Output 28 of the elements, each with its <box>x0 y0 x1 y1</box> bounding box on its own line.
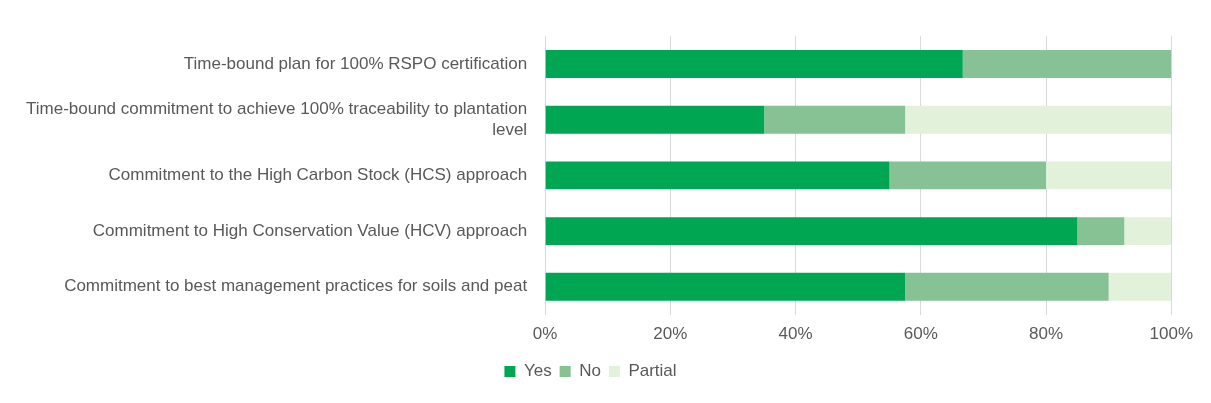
bar <box>1077 217 1125 245</box>
legend-label: Partial <box>628 361 677 381</box>
legend-label: Yes <box>523 361 552 381</box>
bar <box>545 161 890 190</box>
bar <box>1046 161 1172 190</box>
y-tick-label: Time-bound commitment to achieve 100% traceability to plantation level <box>25 99 528 139</box>
x-tick-label: 20% <box>653 324 688 344</box>
bar <box>545 272 906 301</box>
bar <box>1108 272 1172 301</box>
bar <box>545 50 963 78</box>
bar <box>545 105 765 134</box>
legend-label: No <box>579 361 601 381</box>
bar <box>764 105 906 134</box>
bar <box>905 105 1172 134</box>
x-tick-label: 60% <box>903 324 938 344</box>
bar <box>545 217 1078 245</box>
bar <box>1124 217 1172 245</box>
y-tick-label: Time-bound plan for 100% RSPO certification <box>183 53 528 73</box>
y-tick-label: Commitment to the High Carbon Stock (HCS) approach <box>108 165 528 185</box>
x-tick-label: 80% <box>1029 324 1064 344</box>
x-tick-label: 0% <box>532 324 558 344</box>
bar <box>962 50 1172 78</box>
y-tick-label: Commitment to High Conservation Value (HCV) approach <box>92 220 528 240</box>
x-tick-label: 40% <box>778 324 813 344</box>
x-tick-label: 100% <box>1149 324 1193 344</box>
bar <box>889 161 1047 190</box>
bar <box>905 272 1109 301</box>
y-tick-label: Commitment to best management practices for soils and peat <box>64 276 528 296</box>
